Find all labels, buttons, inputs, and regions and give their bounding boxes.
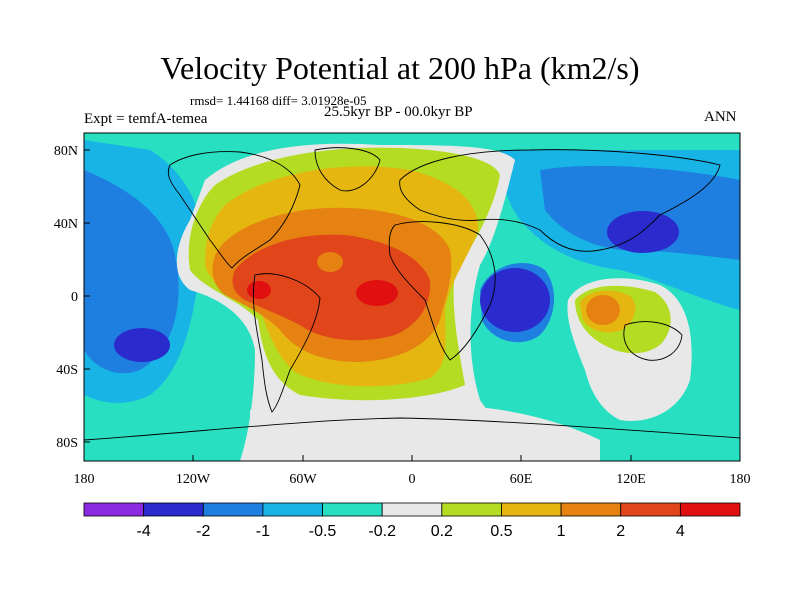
pacific-strong-negative-region: [84, 170, 179, 374]
africa-coast: [388, 221, 496, 361]
y-tick-label: 40N: [54, 217, 78, 232]
colorbar-swatch: [560, 502, 622, 517]
colorbar-label: -0.2: [368, 523, 396, 540]
antarctica-coast: [84, 417, 740, 441]
y-axis: 80N 40N 0 40S 80S: [54, 144, 90, 451]
greenland-coast: [314, 147, 381, 192]
colorbar-swatch: [262, 502, 323, 517]
strong-positive-region: [232, 234, 431, 341]
colorbar: -4 -2 -1 -0.5 -0.2 0.2 0.5 1 2 4: [83, 502, 741, 540]
colorbar-swatch: [679, 502, 741, 517]
colorbar-label: 0.2: [431, 523, 453, 540]
positive-maximum-center-east: [356, 280, 398, 306]
colorbar-swatch: [202, 502, 264, 517]
colorbar-label: -0.5: [309, 523, 337, 540]
x-tick-label: 180: [730, 472, 751, 487]
africa-minimum-center: [480, 268, 550, 332]
x-tick-label: 60E: [510, 472, 533, 487]
season-label: ANN: [704, 109, 737, 125]
x-tick-label: 0: [409, 472, 416, 487]
colorbar-swatch: [83, 502, 145, 517]
positive-secondary-center: [317, 252, 343, 272]
colorbar-label: -2: [196, 523, 210, 540]
colorbar-swatch: [620, 502, 681, 517]
map-title: Velocity Potential at 200 hPa (km2/s): [160, 50, 640, 86]
australia-coast: [623, 321, 683, 361]
europe-asia-coast: [399, 149, 721, 252]
colorbar-swatch: [441, 502, 502, 517]
antarctic-neutral-region: [250, 405, 600, 461]
x-axis: 180 120W 60W 0 60E 120E 180: [74, 455, 751, 487]
colorbar-swatch: [143, 502, 204, 517]
x-tick-label: 120E: [616, 472, 646, 487]
colorbar-label: 0.5: [490, 523, 512, 540]
colorbar-label: 1: [557, 523, 566, 540]
x-tick-label: 120W: [176, 472, 211, 487]
south-america-coast: [252, 273, 321, 413]
x-tick-label: 180: [74, 472, 95, 487]
colorbar-swatch: [501, 502, 562, 517]
y-tick-label: 80N: [54, 144, 78, 159]
colorbar-label: -4: [137, 523, 151, 540]
y-tick-label: 80S: [56, 436, 78, 451]
experiment-label: Expt = temfA-temea: [84, 111, 208, 127]
north-america-coast: [167, 151, 301, 269]
contour-field: [84, 133, 740, 461]
x-tick-label: 60W: [289, 472, 317, 487]
asia-minimum-center: [607, 211, 679, 253]
colorbar-label: -1: [256, 523, 270, 540]
colorbar-swatch: [381, 502, 443, 517]
time-period-label: 25.5kyr BP - 00.0kyr BP: [324, 104, 473, 120]
rmsd-diff-stats: rmsd= 1.44168 diff= 3.01928e-05: [190, 93, 367, 108]
coastlines: [84, 147, 740, 441]
y-tick-label: 0: [71, 290, 78, 305]
pacific-minimum-center: [114, 328, 170, 362]
colorbar-label: 4: [676, 523, 685, 540]
y-tick-label: 40S: [56, 363, 78, 378]
australia-max-center: [586, 295, 620, 325]
colorbar-label: 2: [616, 523, 625, 540]
colorbar-swatch: [322, 502, 383, 517]
positive-maximum-center-west: [247, 281, 271, 299]
